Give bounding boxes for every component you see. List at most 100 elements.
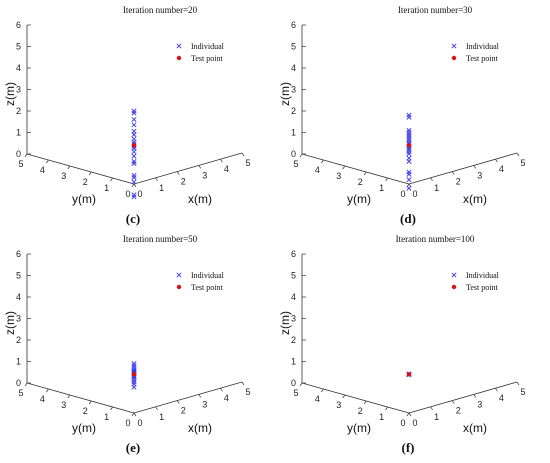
x-tick xyxy=(241,152,245,157)
individual-marker-stroke xyxy=(406,134,412,140)
y-tick-label: 0 xyxy=(400,418,405,428)
individual-marker-stroke xyxy=(131,379,137,385)
individual-point xyxy=(406,129,412,135)
y-tick xyxy=(299,153,303,158)
individual-marker-stroke xyxy=(406,149,412,155)
y-axis-line xyxy=(301,382,410,414)
x-tick xyxy=(133,412,137,417)
subfigure-label: (e) xyxy=(126,440,140,455)
legend-test-point-marker xyxy=(176,284,182,290)
y-axis-label: y(m) xyxy=(72,421,96,435)
individual-point xyxy=(131,377,137,383)
x-tick xyxy=(176,171,180,175)
y-tick xyxy=(88,400,92,405)
individual-marker-stroke xyxy=(406,171,412,177)
x-tick xyxy=(408,412,412,417)
z-tick-label: 3 xyxy=(16,314,21,324)
individual-point xyxy=(131,149,137,155)
x-tick-label: 1 xyxy=(159,183,164,193)
legend-individual-label: Individual xyxy=(191,271,225,280)
x-tick-label: 1 xyxy=(159,412,164,422)
panel-d: Iteration number=30 0 1 2 3 4 5 6 0 1 2 3 4 5 0 1 2 3 4 5 z(… xyxy=(275,0,550,229)
y-axis-label: y(m) xyxy=(72,192,96,206)
x-tick-label: 3 xyxy=(202,170,207,180)
y-tick xyxy=(321,159,324,164)
panel-f: Iteration number=100 0 1 2 3 4 5 6 0 1 2 3 4 5 0 1 2 3 4 5 z… xyxy=(275,229,550,458)
z-tick-label: 3 xyxy=(291,85,296,95)
y-tick-label: 4 xyxy=(40,165,45,175)
x-tick-label: 5 xyxy=(245,387,250,397)
y-tick-label: 0 xyxy=(400,189,405,199)
individual-marker-stroke xyxy=(131,161,137,167)
y-tick xyxy=(46,159,49,164)
individual-point xyxy=(406,114,412,120)
individual-point xyxy=(131,375,137,381)
y-tick-label: 0 xyxy=(125,189,130,199)
z-tick-label: 2 xyxy=(16,335,21,345)
individual-marker-stroke xyxy=(131,368,137,374)
panel-c: Iteration number=20 0 1 2 3 4 5 6 0 1 2 3 4 5 0 1 2 3 4 5 z(… xyxy=(0,0,275,229)
y-tick-label: 2 xyxy=(83,177,88,187)
individual-marker-stroke xyxy=(131,363,137,369)
individual-point xyxy=(131,132,137,138)
x-tick-label: 4 xyxy=(499,393,504,403)
individual-point xyxy=(131,116,137,123)
chart-d: Iteration number=300123456012345012345z(… xyxy=(278,5,526,226)
individual-marker-stroke xyxy=(131,110,137,116)
y-tick-label: 3 xyxy=(336,400,341,410)
legend-test-point-label: Test point xyxy=(466,54,498,63)
test-point xyxy=(406,143,412,148)
x-axis-line xyxy=(408,381,518,414)
z-tick-label: 0 xyxy=(291,378,296,388)
y-tick-label: 4 xyxy=(315,394,320,404)
y-tick-label: 3 xyxy=(61,171,66,181)
individual-point xyxy=(406,127,412,133)
individual-point xyxy=(406,134,412,140)
legend: Individual Test point xyxy=(176,42,225,63)
x-tick xyxy=(133,183,137,188)
y-tick xyxy=(385,177,388,182)
x-tick xyxy=(516,152,520,157)
subfigure-label: (c) xyxy=(126,211,140,226)
x-tick-label: 0 xyxy=(137,418,142,428)
individual-point xyxy=(131,179,137,185)
z-tick-label: 2 xyxy=(291,106,296,116)
legend: Individual Test point xyxy=(451,42,500,63)
z-tick-label: 1 xyxy=(291,128,296,138)
legend-test-point-marker xyxy=(176,55,182,61)
y-axis-line xyxy=(26,382,135,414)
x-tick-label: 0 xyxy=(137,189,142,199)
y-tick xyxy=(24,382,28,387)
individual-marker-stroke xyxy=(406,127,412,133)
x-tick-label: 2 xyxy=(456,177,461,187)
z-tick-label: 4 xyxy=(291,63,296,73)
x-tick-label: 4 xyxy=(224,393,229,403)
y-tick xyxy=(131,183,135,188)
y-tick xyxy=(342,165,346,170)
y-tick xyxy=(363,400,367,405)
z-tick-label: 6 xyxy=(16,249,21,259)
individual-point xyxy=(131,379,137,385)
z-tick-label: 4 xyxy=(16,63,21,73)
y-tick-label: 1 xyxy=(104,412,109,422)
legend: Individual Test point xyxy=(451,271,500,292)
z-tick-label: 5 xyxy=(291,271,296,281)
individual-marker-stroke xyxy=(131,172,137,178)
x-tick xyxy=(198,394,202,398)
individual-point xyxy=(131,153,137,159)
legend-test-point-marker xyxy=(451,284,457,290)
individual-marker-stroke xyxy=(131,192,137,198)
y-tick-label: 1 xyxy=(104,183,109,193)
z-tick-label: 1 xyxy=(16,357,21,367)
y-tick xyxy=(385,406,388,411)
z-tick-label: 5 xyxy=(291,42,296,52)
test-point xyxy=(131,372,137,377)
y-tick xyxy=(299,382,303,387)
panel-e: Iteration number=50 0 1 2 3 4 5 6 0 1 2 3 4 5 0 1 2 3 4 5 z(… xyxy=(0,229,275,458)
individual-point xyxy=(406,185,412,191)
z-tick-label: 4 xyxy=(291,292,296,302)
x-tick xyxy=(473,165,477,169)
x-tick xyxy=(430,406,433,410)
y-tick-label: 5 xyxy=(293,159,298,169)
